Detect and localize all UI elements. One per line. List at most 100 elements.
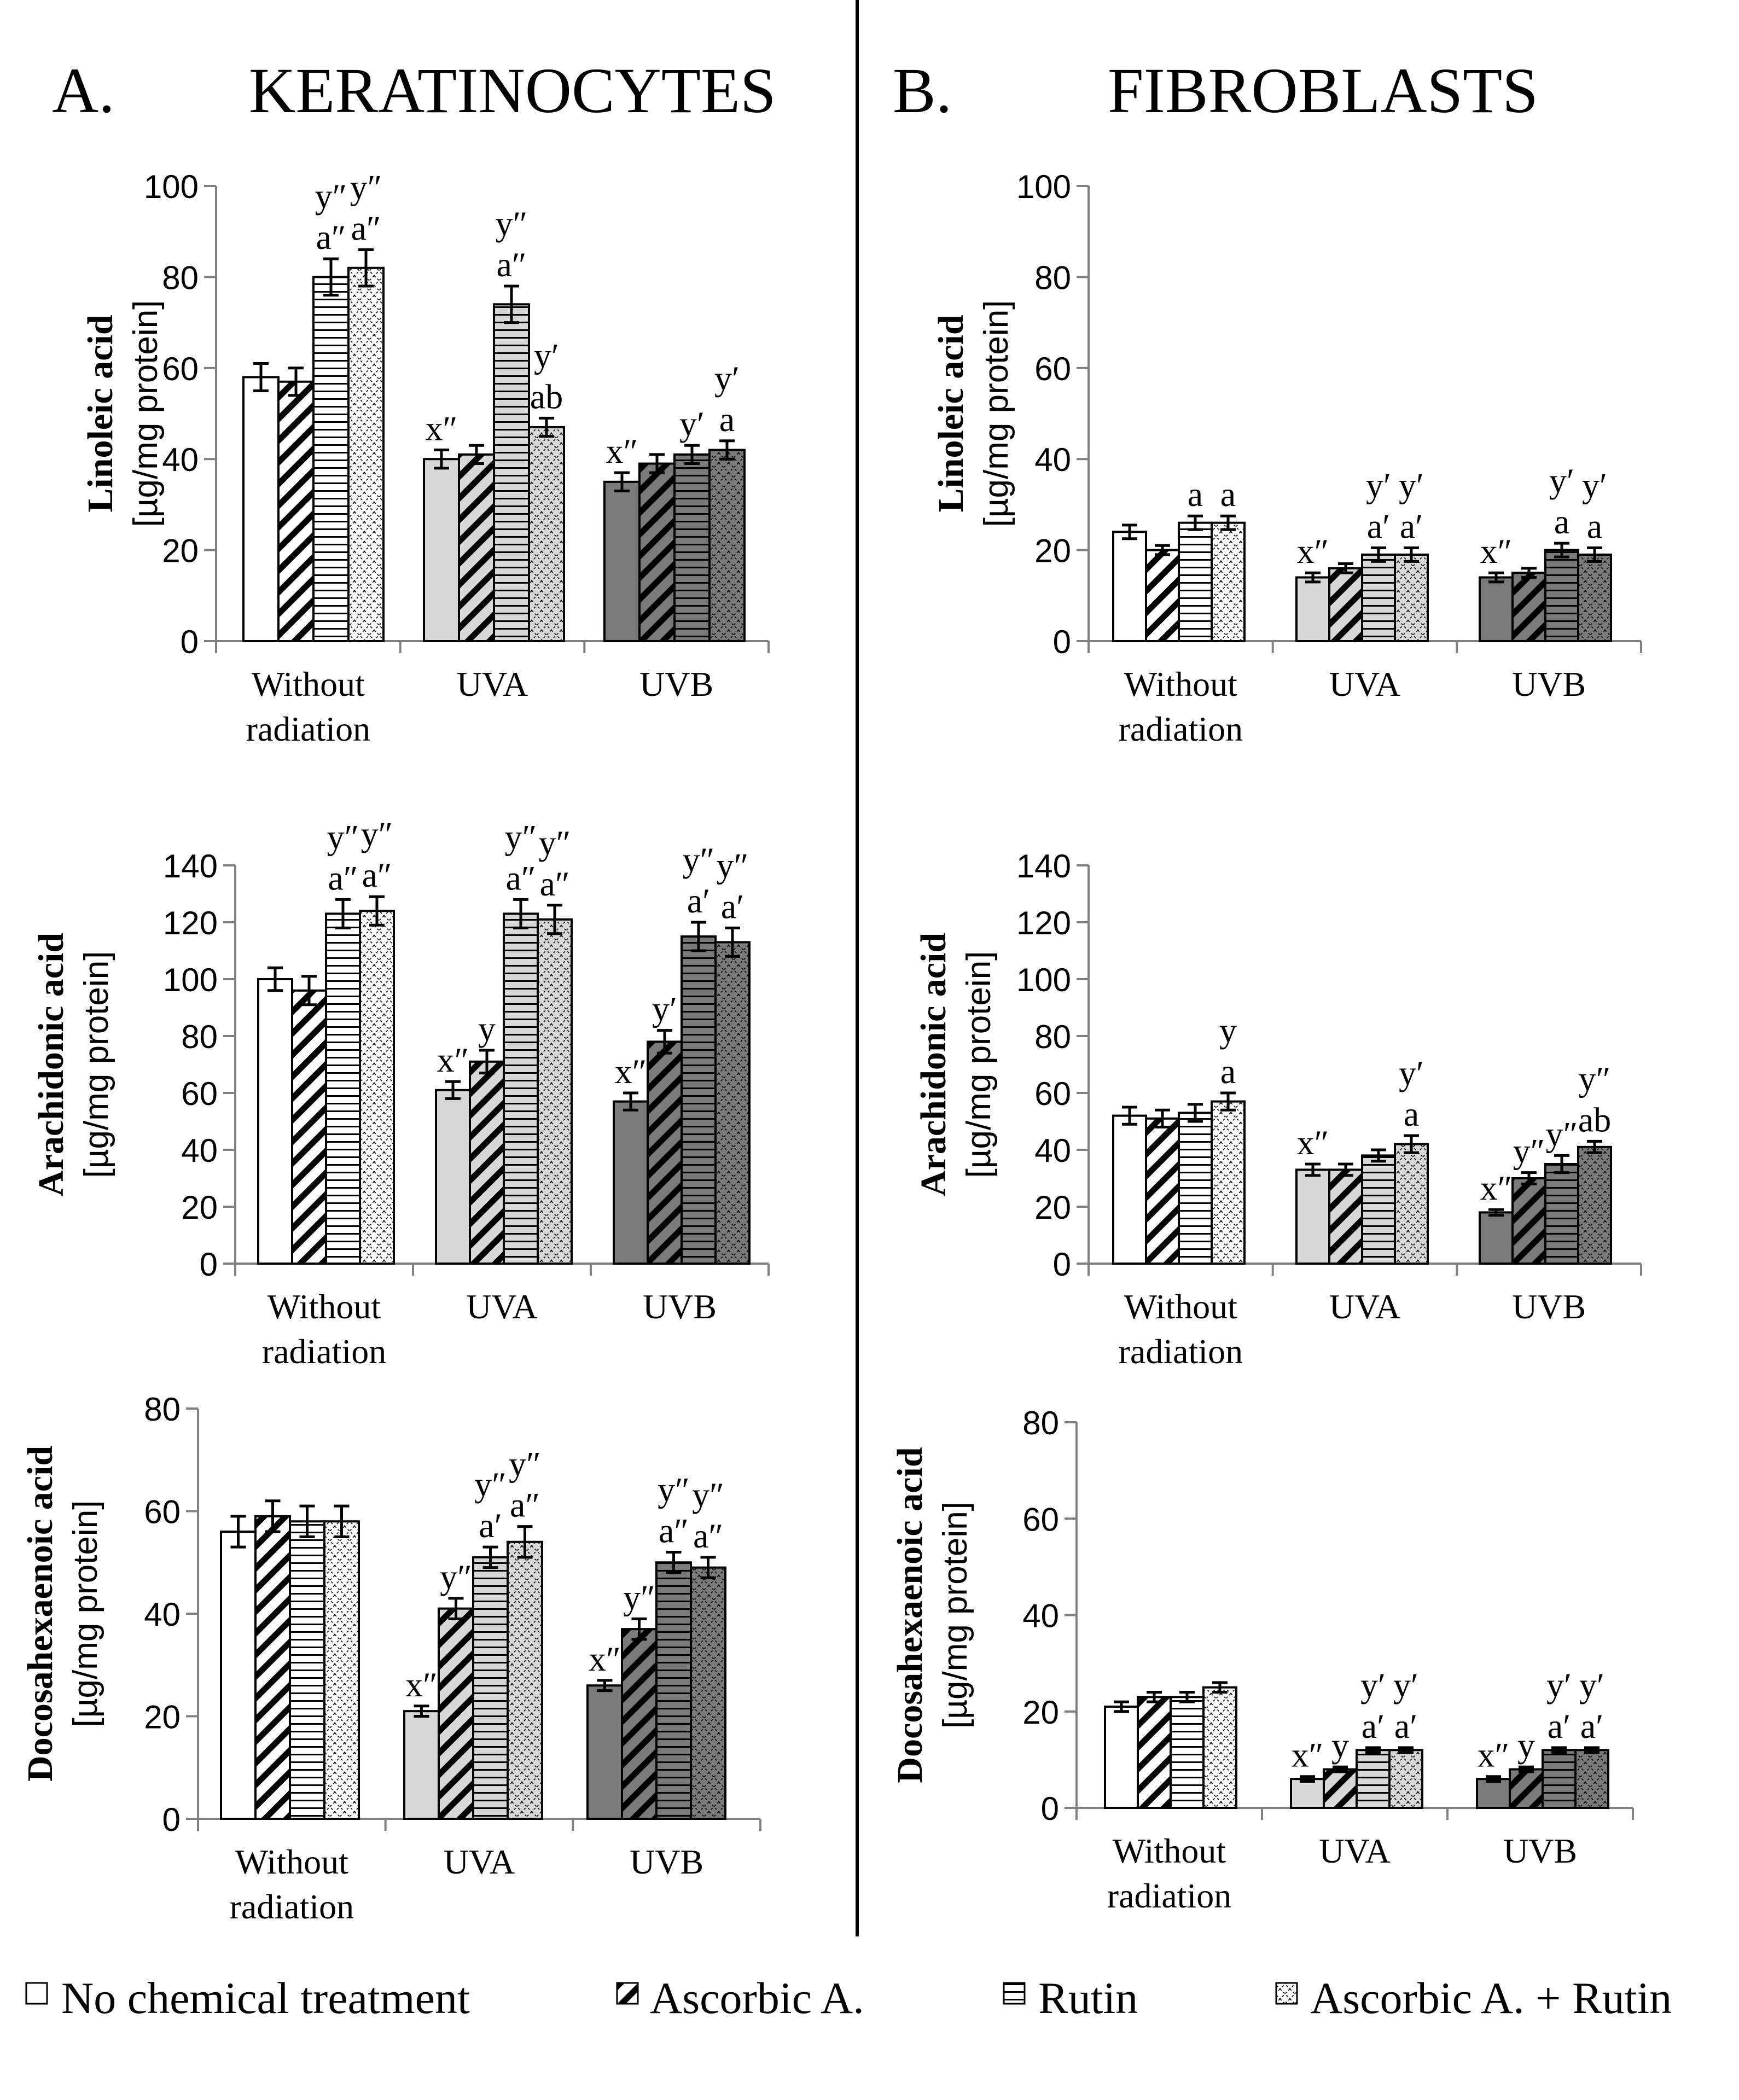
bar-ascorbic-rutin bbox=[359, 910, 395, 1265]
bar-no-treatment bbox=[1290, 1778, 1325, 1809]
legend-swatch-cross bbox=[1275, 1982, 1298, 2005]
bar-ascorbic bbox=[438, 1607, 474, 1820]
significance-label: a″ bbox=[693, 1516, 723, 1555]
bar-no-treatment bbox=[1112, 1114, 1147, 1265]
bar-ascorbic-rutin bbox=[1211, 521, 1246, 642]
bar-rutin bbox=[1544, 549, 1579, 642]
bar-rutin bbox=[1178, 1112, 1213, 1265]
x-tick-label: UVA bbox=[1319, 1831, 1390, 1870]
x-tick-label: Without bbox=[267, 1287, 381, 1326]
bar-no-treatment bbox=[586, 1684, 623, 1820]
significance-label: a bbox=[1404, 1095, 1419, 1133]
bar-ascorbic-rutin bbox=[323, 1520, 360, 1820]
y-tick-label: 80 bbox=[181, 1019, 218, 1055]
bar-rutin bbox=[289, 1520, 325, 1820]
bar-ascorbic-rutin bbox=[1394, 1143, 1429, 1265]
bar-no-treatment bbox=[435, 1089, 471, 1265]
x-tick-label: UVA bbox=[466, 1287, 537, 1326]
y-tick-label: 20 bbox=[162, 533, 199, 569]
chart-b-1: 0 20 40 60 80 100 Without radiation UVA UVB Linole… bbox=[931, 168, 1642, 748]
significance-label: a′ bbox=[1400, 507, 1423, 545]
y-tick-label: 20 bbox=[1022, 1694, 1059, 1731]
y-tick-label: 80 bbox=[1034, 1019, 1071, 1055]
y-tick-label: 60 bbox=[1034, 1075, 1071, 1112]
significance-label: y′ bbox=[1549, 461, 1574, 500]
panel-name-a: KERATINOCYTES bbox=[249, 55, 776, 126]
y-tick-label: 60 bbox=[1034, 351, 1071, 387]
y-tick-label: 20 bbox=[1034, 533, 1071, 569]
bar-ascorbic bbox=[638, 462, 676, 643]
significance-label: y′ bbox=[714, 359, 740, 398]
significance-label: y″ bbox=[440, 1557, 472, 1596]
bar-rutin bbox=[1178, 521, 1213, 642]
legend-swatch-horizontal bbox=[1003, 1982, 1026, 2005]
y-axis-title: Arachidonic acid bbox=[31, 933, 71, 1196]
significance-label: a bbox=[1554, 502, 1569, 541]
significance-label: y″ bbox=[1513, 1132, 1545, 1171]
y-axis-title: Docosahexaenoic acid bbox=[20, 1446, 60, 1782]
significance-label: a″ bbox=[328, 858, 358, 897]
bar-no-treatment bbox=[1476, 1778, 1511, 1809]
significance-label: y″ bbox=[327, 817, 359, 856]
significance-label: x″ bbox=[606, 432, 638, 470]
y-tick-label: 40 bbox=[1034, 1132, 1071, 1169]
y-axis-unit: [µg/mg protein] bbox=[127, 300, 165, 527]
bar-no-treatment bbox=[1479, 576, 1514, 643]
y-axis-title: Docosahexaenoic acid bbox=[890, 1447, 930, 1783]
y-tick-label: 100 bbox=[1016, 962, 1071, 998]
y-tick-label: 0 bbox=[1053, 624, 1071, 660]
bar-ascorbic bbox=[1328, 1168, 1363, 1265]
significance-label: y′ bbox=[1579, 1666, 1604, 1705]
bar-ascorbic bbox=[1328, 567, 1363, 642]
y-tick-label: 120 bbox=[1016, 905, 1071, 941]
significance-label: ab bbox=[1578, 1100, 1611, 1139]
x-tick-label: Without bbox=[252, 665, 365, 703]
significance-label: y″ bbox=[1579, 1059, 1611, 1098]
significance-label: y′ bbox=[1399, 1054, 1424, 1092]
significance-label: y″ bbox=[315, 177, 347, 216]
significance-label: y bbox=[1219, 1011, 1237, 1050]
significance-label: y′ bbox=[1366, 466, 1391, 504]
legend-item: Rutin bbox=[1003, 1973, 1138, 2023]
y-tick-label: 140 bbox=[163, 848, 218, 885]
x-tick-label: UVB bbox=[1512, 1287, 1586, 1326]
x-tick-label: radiation bbox=[1119, 709, 1243, 748]
significance-label: y′ bbox=[1393, 1666, 1418, 1705]
y-tick-label: 20 bbox=[144, 1699, 181, 1736]
significance-label: y′ bbox=[679, 404, 705, 443]
bar-no-treatment bbox=[613, 1100, 649, 1265]
significance-label: x″ bbox=[426, 409, 458, 448]
significance-label: y″ bbox=[496, 204, 528, 243]
significance-label: a bbox=[1188, 475, 1203, 514]
significance-label: x″ bbox=[1297, 532, 1329, 571]
x-tick-label: Without bbox=[1124, 665, 1237, 703]
significance-label: a′ bbox=[1580, 1707, 1603, 1746]
significance-label: y bbox=[1517, 1726, 1535, 1765]
significance-label: y′ bbox=[1399, 466, 1424, 504]
bar-ascorbic-rutin bbox=[1394, 553, 1429, 642]
chart-a-3: 0 20 40 60 80 Without radiation UVA UVB Docosahex… bbox=[20, 1391, 761, 1926]
significance-label: a′ bbox=[687, 881, 710, 920]
legend-swatch-diagonal bbox=[616, 1982, 639, 2005]
bar-ascorbic-rutin bbox=[690, 1566, 726, 1820]
bar-rutin bbox=[1361, 553, 1396, 642]
bar-no-treatment bbox=[220, 1531, 257, 1820]
bar-no-treatment bbox=[1479, 1211, 1514, 1265]
significance-label: ab bbox=[530, 377, 563, 416]
x-tick-label: radiation bbox=[1107, 1876, 1231, 1915]
y-tick-label: 0 bbox=[181, 624, 199, 660]
bar-ascorbic bbox=[621, 1628, 658, 1820]
legend-item: Ascorbic A. bbox=[616, 1973, 864, 2023]
significance-label: x″ bbox=[1292, 1736, 1324, 1775]
significance-label: x″ bbox=[1297, 1123, 1329, 1162]
y-tick-label: 80 bbox=[144, 1391, 181, 1428]
significance-label: a″ bbox=[351, 208, 381, 247]
x-tick-label: UVB bbox=[1512, 665, 1586, 703]
legend-swatch-none bbox=[25, 1982, 48, 2005]
bar-rutin bbox=[472, 1556, 509, 1820]
significance-label: y′ bbox=[534, 336, 559, 375]
bar-ascorbic-rutin bbox=[1574, 1749, 1609, 1809]
significance-label: y″ bbox=[658, 1470, 690, 1509]
bar-ascorbic-rutin bbox=[1577, 1145, 1612, 1265]
bar-no-treatment bbox=[1295, 1168, 1330, 1265]
